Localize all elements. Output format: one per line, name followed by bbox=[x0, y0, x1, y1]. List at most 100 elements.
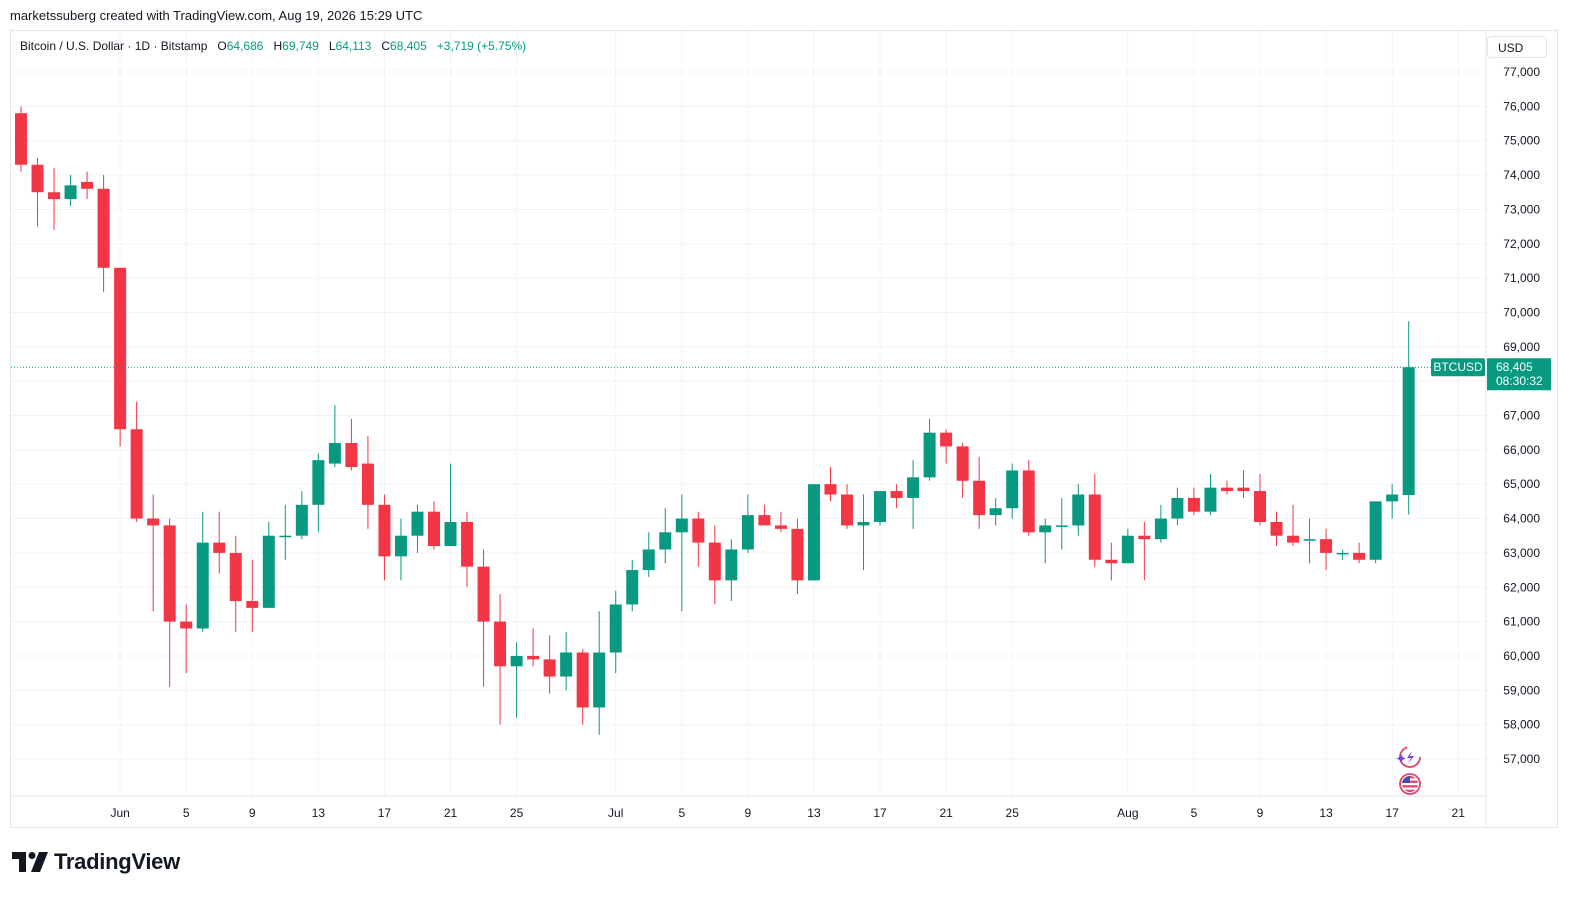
candle bbox=[1386, 484, 1399, 519]
candle bbox=[1121, 528, 1134, 564]
candle bbox=[807, 484, 820, 581]
chart-credit: marketssuberg created with TradingView.c… bbox=[10, 8, 423, 23]
candle bbox=[857, 494, 870, 571]
candle-body bbox=[378, 504, 391, 557]
candle-body bbox=[213, 542, 226, 553]
candle-body bbox=[31, 164, 44, 193]
price-tick-label: 65,000 bbox=[1503, 477, 1540, 491]
price-tick-label: 61,000 bbox=[1503, 615, 1540, 629]
price-tick-label: 76,000 bbox=[1503, 99, 1540, 113]
candle bbox=[15, 106, 27, 172]
candle bbox=[1287, 504, 1300, 547]
candle-body bbox=[1171, 497, 1184, 519]
candle-body bbox=[64, 185, 77, 200]
candle bbox=[940, 429, 953, 464]
price-tick-label: 67,000 bbox=[1503, 409, 1540, 423]
candle-body bbox=[1204, 487, 1217, 512]
time-tick-label: Jul bbox=[608, 806, 623, 820]
candle bbox=[874, 491, 887, 526]
candle-body bbox=[725, 549, 738, 581]
candle bbox=[130, 401, 143, 522]
time-tick-label: 13 bbox=[807, 806, 821, 820]
candle bbox=[1303, 518, 1316, 564]
candle-body bbox=[626, 570, 639, 605]
candle-body bbox=[1254, 491, 1266, 522]
candle-body bbox=[1088, 494, 1101, 560]
candle bbox=[461, 511, 474, 588]
close-key: C bbox=[381, 39, 391, 53]
candle bbox=[1187, 487, 1200, 516]
candle-body bbox=[708, 542, 721, 581]
chart-frame[interactable] bbox=[10, 30, 1558, 828]
candle bbox=[1154, 504, 1167, 543]
candle-body bbox=[295, 504, 308, 536]
candle bbox=[626, 559, 639, 612]
time-tick-label: 9 bbox=[745, 806, 752, 820]
candle bbox=[774, 511, 787, 533]
price-axis[interactable]: 57,000 58,000 59,000 60,000 61,000 62,000 63,0… bbox=[1485, 31, 1540, 827]
sparkle-bolt-icon[interactable] bbox=[1396, 746, 1421, 768]
candle-body bbox=[824, 484, 837, 495]
candle bbox=[262, 521, 275, 608]
candle-body bbox=[394, 535, 407, 557]
currency-selector[interactable]: USD bbox=[1487, 36, 1547, 58]
symbol-description[interactable]: Bitcoin / U.S. Dollar · 1D · Bitstamp bbox=[20, 39, 208, 53]
candle bbox=[180, 604, 193, 674]
candle bbox=[246, 559, 259, 632]
candle-body bbox=[758, 515, 771, 526]
candle-body bbox=[593, 652, 606, 708]
high-value: 69,749 bbox=[282, 39, 319, 53]
candle bbox=[659, 508, 672, 564]
price-tick-label: 58,000 bbox=[1503, 718, 1540, 732]
candle-body bbox=[1353, 552, 1366, 560]
price-tick-label: 59,000 bbox=[1503, 683, 1540, 697]
symbol-legend[interactable]: Bitcoin / U.S. Dollar · 1D · Bitstamp O6… bbox=[20, 39, 526, 53]
candle bbox=[229, 535, 242, 632]
candle bbox=[444, 463, 457, 547]
candle bbox=[163, 518, 176, 687]
candle bbox=[114, 267, 127, 447]
candle bbox=[345, 418, 358, 471]
candle bbox=[378, 494, 391, 581]
price-label: 68,405 bbox=[1496, 360, 1533, 374]
tradingview-logo[interactable]: TradingView bbox=[12, 848, 180, 876]
candle-body bbox=[81, 181, 94, 189]
candle-body bbox=[1121, 535, 1134, 564]
candle-body bbox=[1154, 518, 1167, 540]
time-tick-label: 5 bbox=[1191, 806, 1198, 820]
candle bbox=[411, 504, 424, 553]
bar-countdown: 08:30:32 bbox=[1496, 374, 1543, 388]
open-value: 64,686 bbox=[226, 39, 264, 53]
candle-body bbox=[147, 518, 160, 526]
candle bbox=[758, 504, 771, 526]
candle-body bbox=[956, 446, 969, 481]
candle-body bbox=[196, 542, 209, 629]
candle-body bbox=[48, 192, 61, 200]
candle bbox=[1270, 511, 1283, 547]
candle bbox=[1171, 487, 1184, 526]
candle-body bbox=[807, 484, 820, 581]
tradingview-wordmark: TradingView bbox=[54, 849, 180, 874]
price-tick-label: 60,000 bbox=[1503, 649, 1540, 663]
candle-body bbox=[1105, 559, 1118, 564]
time-tick-label: Jun bbox=[110, 806, 129, 820]
candle bbox=[1105, 542, 1118, 581]
candle bbox=[477, 549, 490, 687]
candle-body bbox=[163, 525, 176, 622]
candle-body bbox=[510, 655, 523, 667]
candle-body bbox=[692, 518, 705, 543]
candle bbox=[1369, 501, 1382, 564]
price-label-bg bbox=[1487, 358, 1551, 391]
candle bbox=[1254, 473, 1266, 526]
candle bbox=[1006, 463, 1019, 519]
price-tick-label: 62,000 bbox=[1503, 580, 1540, 594]
time-tick-label: 21 bbox=[939, 806, 953, 820]
candle bbox=[956, 442, 969, 498]
time-tick-label: 9 bbox=[1257, 806, 1264, 820]
time-axis[interactable]: Jun 5 9 13 17 21 25 Jul 5 9 13 17 21 25 Aug 5 9 13 17 21 bbox=[11, 795, 1486, 820]
candle-body bbox=[1022, 470, 1035, 533]
candle bbox=[1022, 460, 1035, 536]
candle-body bbox=[494, 621, 507, 667]
us-flag-icon[interactable] bbox=[1399, 773, 1421, 795]
